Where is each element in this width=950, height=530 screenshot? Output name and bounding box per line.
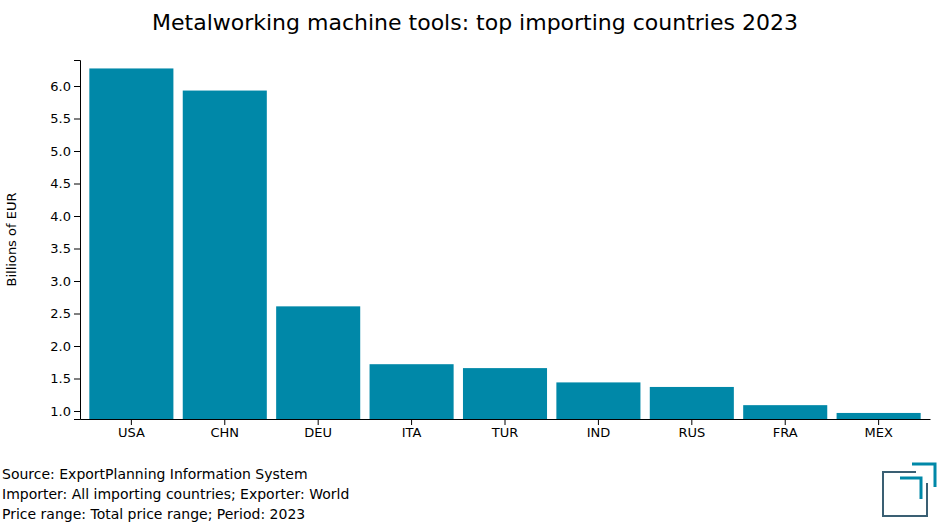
tick-label: 5.5 <box>50 111 71 126</box>
tick-label: IND <box>587 425 611 440</box>
tick-mark <box>74 249 80 250</box>
title: Metalworking machine tools: top importin… <box>152 10 798 35</box>
bar <box>183 91 267 419</box>
tick-label: ITA <box>402 425 422 440</box>
tick: RUS <box>678 419 705 440</box>
tick-mark <box>74 86 80 87</box>
tick-mark <box>411 419 412 425</box>
tick-label: 2.0 <box>50 339 71 354</box>
tick-label: 1.0 <box>50 404 71 419</box>
tick-mark <box>74 184 80 185</box>
tick-label: CHN <box>210 425 239 440</box>
bar <box>650 387 734 419</box>
tick-mark <box>505 419 506 425</box>
tick: ITA <box>402 419 422 440</box>
bar <box>556 382 640 419</box>
tick-label: DEU <box>304 425 332 440</box>
bar <box>370 364 454 419</box>
tick-mark <box>691 419 692 425</box>
tick-label: FRA <box>773 425 798 440</box>
tick-mark <box>74 281 80 282</box>
y-axis: 1.0 1.5 2.0 2.5 3.0 3.5 4.0 4.5 5.0 5.5 6.0 <box>50 61 80 420</box>
tick-label: 4.0 <box>50 209 71 224</box>
tick-label: 5.0 <box>50 144 71 159</box>
tick: USA <box>118 419 145 440</box>
tick: 4.5 <box>50 176 80 191</box>
tick-label: RUS <box>678 425 705 440</box>
tick: 2.0 <box>50 339 80 354</box>
tick-mark <box>878 419 879 425</box>
tick: TUR <box>491 419 519 440</box>
tick-mark <box>131 419 132 425</box>
tick-label: MEX <box>864 425 892 440</box>
tick-label: 1.5 <box>50 371 71 386</box>
tick: IND <box>587 419 611 440</box>
tick-label: 2.5 <box>50 306 71 321</box>
tick: 3.5 <box>50 241 80 256</box>
tick-label: 3.0 <box>50 274 71 289</box>
logo <box>883 464 935 516</box>
tick-label: USA <box>118 425 145 440</box>
x-axis: USA CHN DEU ITA TUR IND RUS FRA MEX <box>81 419 931 440</box>
bar <box>463 368 547 419</box>
tick: 1.0 <box>50 404 80 419</box>
tick: 4.0 <box>50 209 80 224</box>
tick-label: 3.5 <box>50 241 71 256</box>
tick-mark <box>74 346 80 347</box>
tick-label: 6.0 <box>50 79 71 94</box>
tick-mark <box>74 379 80 380</box>
tick-mark <box>318 419 319 425</box>
tick: MEX <box>864 419 892 440</box>
chart: Metalworking machine tools: top importin… <box>0 0 950 530</box>
tick-mark <box>74 151 80 152</box>
bars <box>89 68 920 419</box>
tick-mark <box>74 411 80 412</box>
axis-line <box>74 61 81 420</box>
annotation: Source: ExportPlanning Information Syste… <box>2 466 308 482</box>
tick: 5.0 <box>50 144 80 159</box>
tick: 1.5 <box>50 371 80 386</box>
tick: DEU <box>304 419 332 440</box>
annotation: Price range: Total price range; Period: … <box>2 506 305 522</box>
bar <box>276 306 360 419</box>
tick-mark <box>74 216 80 217</box>
tick-mark <box>598 419 599 425</box>
tick-mark <box>224 419 225 425</box>
tick: 2.5 <box>50 306 80 321</box>
annotation: Importer: All importing countries; Expor… <box>2 486 349 502</box>
tick: 3.0 <box>50 274 80 289</box>
tick: 5.5 <box>50 111 80 126</box>
tick-label: 4.5 <box>50 176 71 191</box>
axis-title: Billions of EUR <box>4 193 19 287</box>
logo-mark <box>900 478 921 499</box>
tick: 6.0 <box>50 79 80 94</box>
bar <box>89 68 173 419</box>
bar <box>743 405 827 419</box>
tick-mark <box>74 119 80 120</box>
tick-mark <box>785 419 786 425</box>
tick-mark <box>74 314 80 315</box>
tick: FRA <box>773 419 798 440</box>
tick: CHN <box>210 419 239 440</box>
bar <box>837 413 921 419</box>
logo-frame <box>883 472 927 516</box>
tick-label: TUR <box>491 425 519 440</box>
logo-mark <box>912 464 935 487</box>
